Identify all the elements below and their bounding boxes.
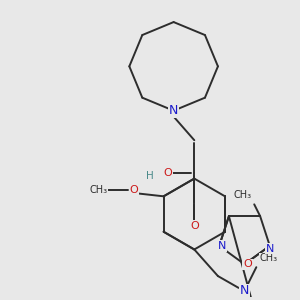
- Text: CH₃: CH₃: [233, 190, 251, 200]
- Text: O: O: [243, 259, 252, 269]
- Text: N: N: [266, 244, 274, 254]
- Text: CH₃: CH₃: [90, 185, 108, 195]
- Text: N: N: [240, 284, 249, 297]
- Text: N: N: [169, 104, 178, 117]
- Text: O: O: [130, 185, 138, 195]
- Text: O: O: [163, 168, 172, 178]
- Text: CH₃: CH₃: [259, 253, 277, 263]
- Text: N: N: [218, 241, 226, 251]
- Text: O: O: [190, 221, 199, 231]
- Text: methoxy: methoxy: [104, 189, 111, 190]
- Text: H: H: [146, 171, 154, 181]
